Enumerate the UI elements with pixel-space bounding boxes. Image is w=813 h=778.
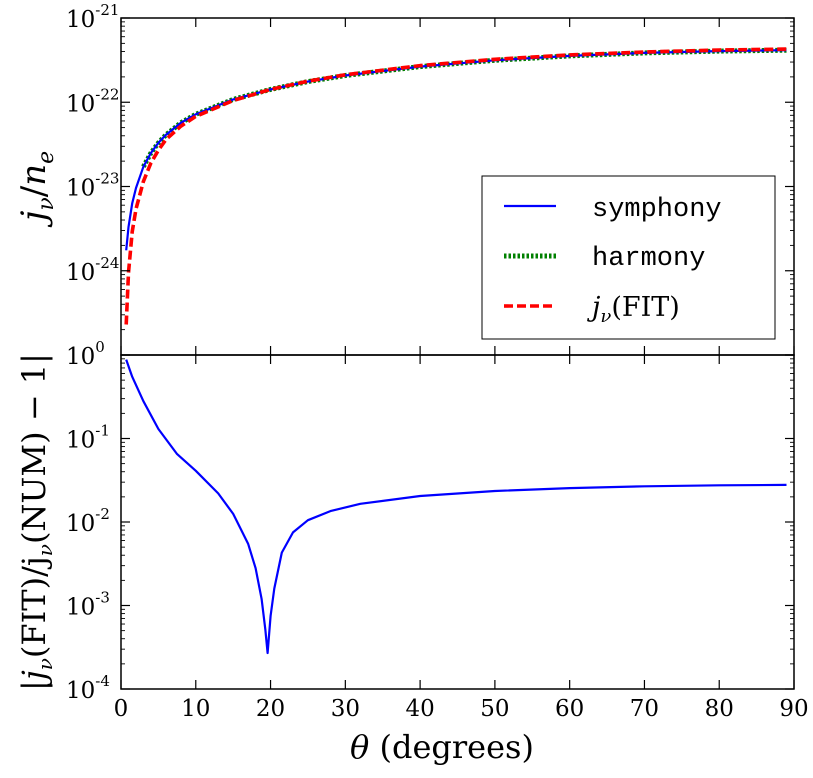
x-tick-label: 10 [181,696,210,722]
x-tick-label: 40 [405,696,434,722]
y-tick-label: 10-23 [66,170,119,202]
y-tick-label: 10-4 [66,672,110,704]
top-series-group [124,47,787,325]
x-tick-label: 60 [555,696,584,722]
y-tick-label: 100 [66,338,105,370]
y-tick-label: 10-24 [66,254,119,286]
legend: symphony harmony jν(FIT) [481,175,776,340]
y-tick-label: 10-3 [66,589,110,621]
bottom-x-ticks: 0 10 20 30 40 50 60 70 80 90 [114,18,809,722]
legend-label-symphony: symphony [592,195,722,225]
x-tick-label: 90 [779,696,808,722]
x-tick-label: 0 [114,696,129,722]
x-tick-label: 80 [705,696,734,722]
top-panel: 10-21 10-22 10-23 10-24 symphony harmony jν… [14,1,795,356]
x-tick-label: 50 [480,696,509,722]
x-tick-label: 70 [630,696,659,722]
bottom-y-axis-label: |jν(FIT)/jν(NUM) − 1| [15,353,57,691]
x-axis-label: θ (degrees) [350,728,534,766]
bottom-plot-frame [120,354,795,690]
y-tick-label: 10-22 [66,85,119,117]
y-tick-label: 10-21 [66,1,119,33]
y-tick-label: 10-2 [66,505,110,537]
legend-box [481,175,776,340]
x-tick-label: 20 [256,696,285,722]
series-line-error [125,359,787,655]
legend-label-harmony: harmony [592,244,705,274]
legend-label-fit: jν(FIT) [587,292,680,327]
x-tick-label: 30 [331,696,360,722]
series-line-jfit [124,47,787,325]
y-tick-label: 10-1 [66,422,110,454]
bottom-series-group [125,359,787,655]
